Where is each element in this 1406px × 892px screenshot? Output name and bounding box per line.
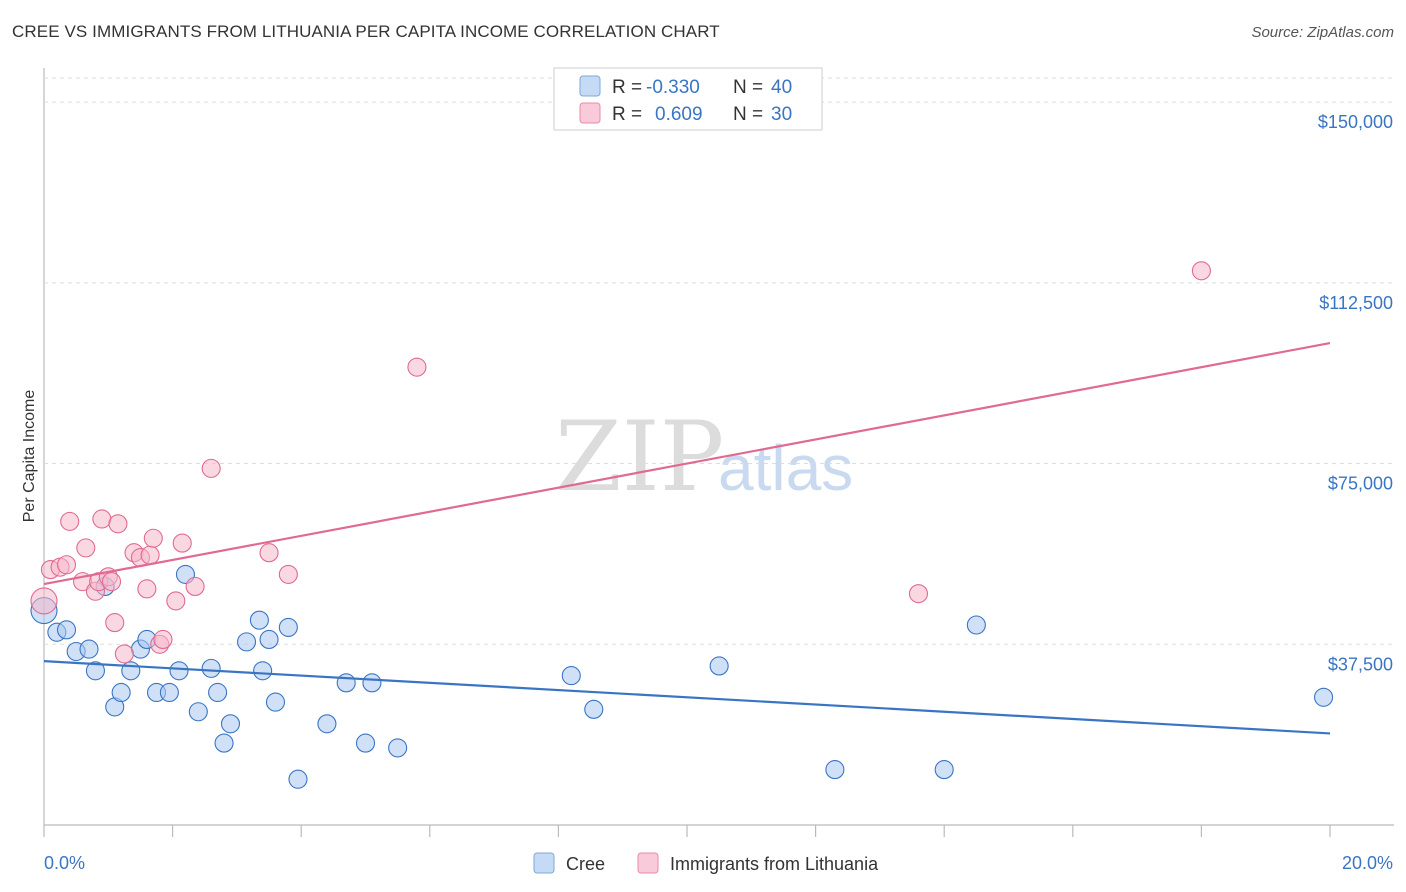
- cree-point: [159, 682, 179, 703]
- legend-cree-n-label: N =: [733, 77, 763, 98]
- lithuania-point: [101, 572, 122, 592]
- cree-point: [188, 702, 208, 722]
- legend-lithuania-n-label: N =: [733, 104, 763, 125]
- legend-cree-r-label: R =: [612, 77, 642, 98]
- cree-point: [169, 661, 189, 681]
- trend-lines: [43, 341, 1331, 735]
- watermark-atlas: atlas: [718, 432, 853, 504]
- lithuania-point: [259, 543, 279, 563]
- lithuania-point: [137, 579, 157, 599]
- lithuania-point: [76, 538, 96, 558]
- y-tick-label: $150,000: [1318, 112, 1393, 132]
- cree-point: [336, 673, 356, 693]
- cree-point: [201, 658, 221, 678]
- series-lithuania-points: [30, 261, 1211, 664]
- series-cree-points: [30, 564, 1334, 789]
- cree-point: [288, 769, 308, 789]
- cree-point: [121, 661, 141, 681]
- cree-point: [825, 760, 845, 780]
- lithuania-point: [172, 533, 192, 553]
- cree-point: [220, 714, 241, 734]
- source-credit: Source: ZipAtlas.com: [1251, 24, 1394, 41]
- cree-point: [56, 620, 77, 640]
- cree-point: [259, 629, 279, 650]
- lithuania-trend-line: [43, 341, 1331, 586]
- lithuania-point: [105, 613, 125, 633]
- y-tick-label: $37,500: [1328, 654, 1393, 674]
- legend-lithuania-n-value: 30: [771, 104, 792, 125]
- cree-point: [355, 733, 376, 753]
- lithuania-point: [185, 576, 205, 596]
- lithuania-point: [114, 644, 134, 664]
- x-tick-label-min: 0.0%: [44, 853, 85, 873]
- cree-point: [561, 666, 581, 686]
- lithuania-point: [56, 555, 77, 575]
- lithuania-point: [166, 591, 186, 611]
- cree-point: [966, 615, 986, 635]
- x-ticks: [43, 825, 1331, 837]
- cree-point: [79, 639, 99, 659]
- cree-point: [278, 617, 298, 637]
- series-legend: Cree Immigrants from Lithuania: [533, 852, 879, 874]
- cree-point: [584, 699, 604, 719]
- cree-point: [362, 673, 382, 693]
- lithuania-point: [140, 545, 160, 565]
- legend-lithuania-r-label: R =: [612, 104, 642, 125]
- chart-title: CREE VS IMMIGRANTS FROM LITHUANIA PER CA…: [12, 22, 720, 41]
- legend-cree-r-value: -0.330: [646, 77, 700, 98]
- cree-point: [934, 760, 954, 780]
- cree-point: [253, 661, 273, 681]
- y-tick-labels: $37,500 $75,000 $112,500 $150,000: [1318, 112, 1393, 674]
- cree-point: [1314, 687, 1334, 707]
- cree-point: [265, 692, 286, 712]
- legend-cree-n-value: 40: [771, 77, 792, 98]
- cree-point: [249, 610, 269, 630]
- lithuania-point: [108, 514, 128, 534]
- cree-point: [214, 733, 234, 753]
- cree-point: [236, 632, 257, 652]
- x-tick-label-max: 20.0%: [1342, 853, 1393, 873]
- bottom-legend-cree: Cree: [566, 854, 605, 874]
- gridlines: [44, 77, 1394, 645]
- lithuania-point: [407, 357, 427, 377]
- cree-point: [388, 738, 408, 758]
- cree-point: [85, 661, 105, 681]
- lithuania-point: [92, 509, 112, 529]
- cree-point: [111, 682, 131, 703]
- legend-lithuania-r-value: 0.609: [655, 104, 703, 125]
- legend-swatch-cree: [579, 75, 601, 97]
- bottom-legend-lithuania: Immigrants from Lithuania: [670, 854, 879, 874]
- cree-point: [709, 656, 729, 676]
- legend-swatch-lithuania: [579, 102, 601, 124]
- lithuania-point: [153, 629, 173, 650]
- lithuania-point: [278, 564, 298, 584]
- bottom-legend-swatch-lithuania: [637, 852, 659, 874]
- correlation-legend: R = -0.330 N = 40 R = 0.609 N = 30: [553, 67, 823, 131]
- y-tick-label: $112,500: [1319, 293, 1393, 313]
- bottom-legend-swatch-cree: [533, 852, 555, 874]
- cree-trend-line: [43, 660, 1331, 735]
- watermark-zip: ZIP: [555, 401, 724, 513]
- lithuania-point: [1191, 261, 1211, 281]
- cree-point: [317, 714, 337, 734]
- lithuania-point: [143, 528, 163, 548]
- lithuania-point: [201, 458, 221, 478]
- lithuania-point: [60, 511, 80, 531]
- cree-point: [208, 682, 228, 703]
- lithuania-point: [30, 587, 58, 615]
- y-tick-label: $75,000: [1328, 474, 1393, 494]
- lithuania-point: [908, 584, 929, 604]
- y-axis-title: Per Capita Income: [21, 390, 38, 523]
